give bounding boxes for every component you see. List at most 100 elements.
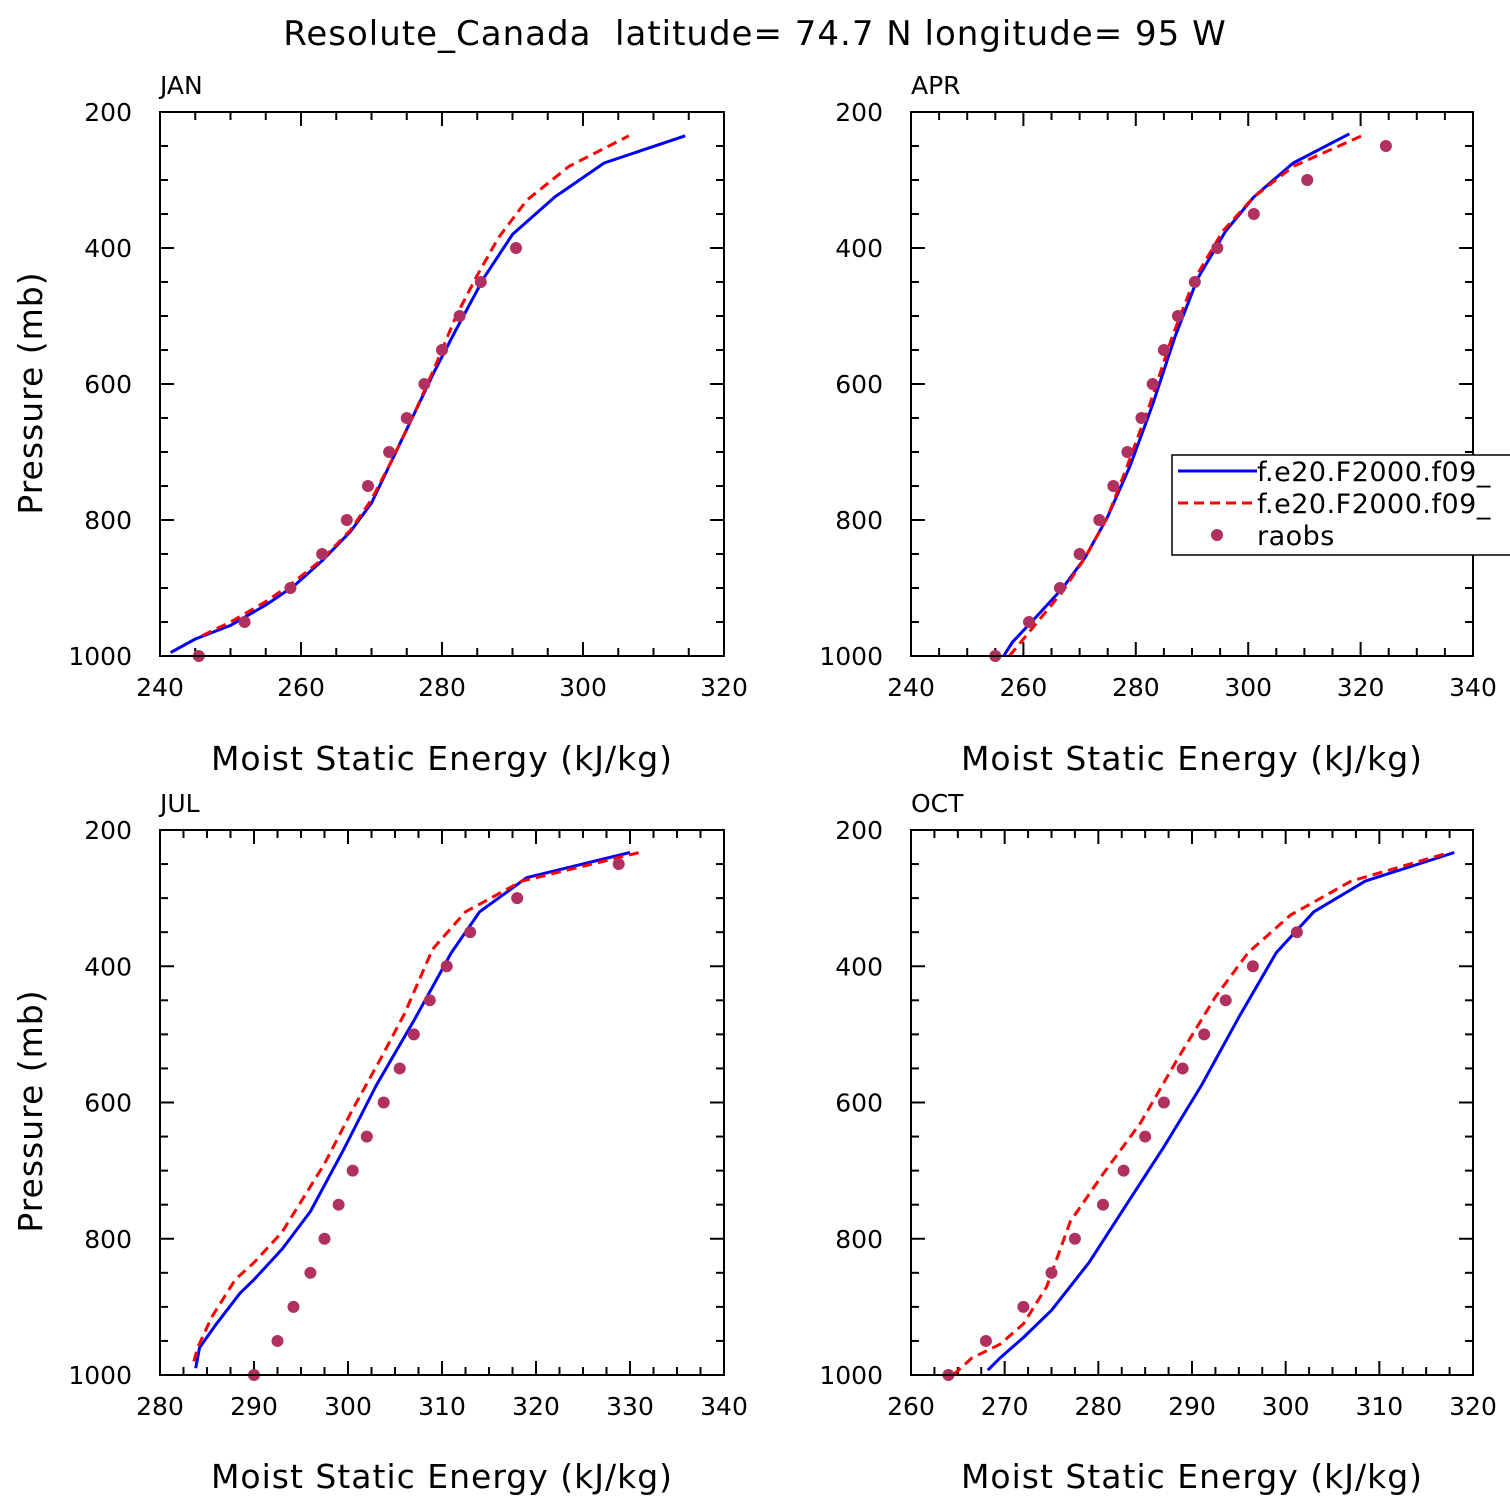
x-tick-label: 270 [981,1392,1029,1421]
raobs-point [1211,242,1224,254]
raobs-point [1198,1028,1211,1041]
series-layer-jan [169,134,686,662]
y-tick-label: 600 [84,370,132,399]
legend-item-dashed: f.e20.F2000.f09_ [1178,489,1491,520]
panel-title-oct: OCT [911,789,964,818]
tick-labels-jan: 240 260 280 300 320 200 400 600 800 1000 [68,98,747,702]
y-tick-label: 800 [84,506,132,535]
panel-title-jan: JAN [158,71,203,100]
y-axis-title-jan: Pressure (mb) [11,271,50,514]
x-tick-label: 310 [1355,1392,1403,1421]
y-tick-label: 400 [84,234,132,263]
legend-swatch-raobs-marker [1211,529,1223,541]
raobs-point [1135,412,1148,424]
raobs-point [332,1198,345,1211]
raobs-point [1093,514,1106,526]
x-tick-label: 280 [418,673,466,702]
series-line-solid [986,851,1455,1372]
raobs-point [383,446,396,458]
y-tick-label: 200 [835,98,883,127]
plot-frame-apr [910,111,1474,657]
raobs-point [1017,1300,1030,1313]
raobs-point [418,378,431,390]
legend-label-dashed: f.e20.F2000.f09_ [1257,489,1491,520]
raobs-point [316,548,329,560]
tick-labels-oct: 260 270 280 290 300 310 320 200 400 600 800 1000 [819,816,1496,1421]
x-tick-label: 300 [1262,1392,1310,1421]
series-line-dashed [201,134,630,637]
panel-apr: APR 240 260 280 300 320 340 200 400 600 800 1000 M… [819,71,1496,778]
y-tick-label: 1000 [819,642,883,671]
raobs-point [238,616,251,628]
raobs-point [1121,446,1134,458]
series-line-dashed [192,851,640,1362]
x-tick-label: 260 [1000,673,1048,702]
plot-frame-jan [159,111,725,657]
raobs-point [1073,548,1086,560]
y-tick-label: 200 [835,816,883,845]
series-layer-apr [989,132,1392,662]
raobs-point [436,344,448,356]
raobs-point [393,1062,406,1075]
raobs-point [1176,1062,1189,1075]
x-tick-label: 320 [1337,673,1385,702]
raobs-point [474,276,487,288]
series-layer-jul [192,851,640,1381]
raobs-point [1379,140,1392,152]
raobs-point [1107,480,1120,492]
raobs-point [511,892,524,905]
axes-ticks-oct [910,829,1474,1376]
x-tick-label: 340 [700,1392,748,1421]
series-line-solid [169,134,686,654]
x-tick-label: 300 [559,673,607,702]
y-tick-label: 400 [835,234,883,263]
y-tick-label: 200 [84,816,132,845]
y-tick-label: 400 [84,952,132,981]
raobs-point [1157,1096,1170,1109]
y-tick-label: 1000 [68,1361,132,1390]
series-layer-oct [942,851,1455,1381]
x-tick-label: 300 [324,1392,372,1421]
raobs-point [400,412,413,424]
panel-title-apr: APR [911,71,961,100]
raobs-point [1053,582,1066,594]
raobs-point [1171,310,1184,322]
x-axis-title-apr: Moist Static Energy (kJ/kg) [961,739,1423,778]
tick-labels-apr: 240 260 280 300 320 340 200 400 600 800 1000 [819,98,1496,702]
raobs-point [612,858,625,871]
legend-item-solid: f.e20.F2000.f09_ [1178,457,1491,488]
raobs-point [1045,1266,1058,1279]
y-tick-label: 800 [835,1225,883,1254]
y-tick-label: 800 [835,506,883,535]
plot-frame-oct [910,829,1474,1376]
x-tick-label: 300 [1224,673,1272,702]
raobs-point [440,960,453,973]
raobs-point [464,926,477,939]
x-tick-label: 330 [606,1392,654,1421]
raobs-point [360,1130,373,1143]
y-tick-label: 800 [84,1225,132,1254]
raobs-point [423,994,436,1007]
y-axis-title-jul: Pressure (mb) [11,989,50,1232]
x-tick-label: 240 [887,673,935,702]
x-axis-title-jan: Moist Static Energy (kJ/kg) [211,739,673,778]
y-tick-label: 400 [835,952,883,981]
x-tick-label: 260 [277,673,325,702]
raobs-point [271,1334,284,1347]
raobs-point [510,242,523,254]
raobs-point [1023,616,1036,628]
y-tick-label: 200 [84,98,132,127]
x-axis-title-oct: Moist Static Energy (kJ/kg) [961,1457,1423,1496]
raobs-point [1139,1130,1152,1143]
panel-jan: JAN 240 260 280 300 320 200 400 600 800 1000 Mois… [11,71,748,778]
x-tick-label: 290 [1168,1392,1216,1421]
legend-label-solid: f.e20.F2000.f09_ [1257,457,1491,488]
y-tick-label: 1000 [68,642,132,671]
raobs-point [1301,174,1314,186]
x-tick-label: 240 [136,673,184,702]
raobs-point [1246,960,1259,973]
y-tick-label: 600 [835,370,883,399]
raobs-point [453,310,466,322]
x-tick-label: 280 [1112,673,1160,702]
